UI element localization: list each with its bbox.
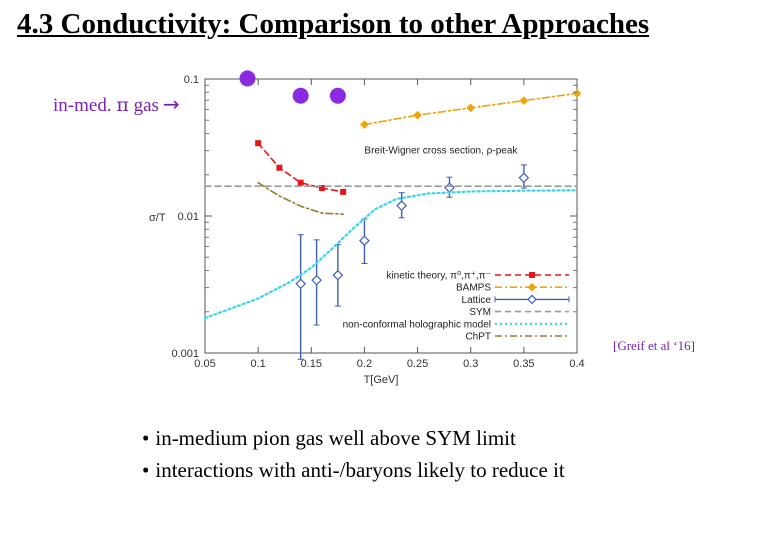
inmed-pion-gas-point <box>330 88 346 104</box>
kinetic-theory-point <box>340 189 346 195</box>
series-bamps <box>361 90 581 128</box>
chart-annotation: Breit-Wigner cross section, ρ-peak <box>364 146 518 157</box>
bamps-point <box>574 90 581 97</box>
inmed-pion-gas-point <box>293 88 309 104</box>
legend-label: non-conformal holographic model <box>343 319 491 330</box>
legend-entry: BAMPS <box>456 283 569 294</box>
inmed-label-text: in-med. <box>53 95 116 116</box>
inmed-pion-gas-point <box>240 70 256 86</box>
x-tick-label: 0.3 <box>463 358 478 370</box>
legend-entry: non-conformal holographic model <box>343 319 569 330</box>
bullet-item: • in-medium pion gas well above SYM limit <box>142 426 565 451</box>
bullet-item: • interactions with anti-/baryons likely … <box>142 458 565 483</box>
y-tick-label: 0.001 <box>171 348 199 360</box>
y-tick-label: 0.1 <box>184 74 199 86</box>
bullet-icon: • <box>142 458 149 482</box>
legend-entry: kinetic theory, π⁰,π⁺,π⁻ <box>386 271 569 282</box>
legend-entry: ChPT <box>465 332 569 343</box>
legend-label: BAMPS <box>456 283 491 294</box>
kinetic-theory-point <box>276 165 282 171</box>
x-axis-label: T[GeV] <box>364 374 399 386</box>
lattice-point <box>312 276 321 285</box>
lattice-point <box>519 173 528 182</box>
bamps-point <box>520 97 527 104</box>
inmed-pion-gas-label: in-med. π gas → <box>53 92 180 117</box>
x-tick-label: 0.4 <box>569 358 584 370</box>
legend-entry: SYM <box>469 307 569 318</box>
lattice-point <box>333 271 342 280</box>
bamps-point <box>414 112 421 119</box>
lattice-point <box>360 236 369 245</box>
lattice-point <box>397 201 406 210</box>
right-arrow-icon: → <box>163 92 180 116</box>
x-tick-label: 0.35 <box>513 358 534 370</box>
lattice-point <box>296 279 305 288</box>
bullet-text: in-medium pion gas well above SYM limit <box>155 426 515 450</box>
legend-label: SYM <box>469 307 491 318</box>
bullet-icon: • <box>142 426 149 450</box>
x-tick-label: 0.1 <box>250 358 265 370</box>
bullet-text: interactions with anti-/baryons likely t… <box>155 458 564 482</box>
lattice-point <box>445 183 454 192</box>
legend-marker <box>528 295 536 303</box>
x-tick-label: 0.2 <box>357 358 372 370</box>
bullet-list: • in-medium pion gas well above SYM limit… <box>142 426 565 490</box>
legend-label: Lattice <box>462 295 492 306</box>
legend-entry: Lattice <box>462 295 569 306</box>
pi-symbol: π <box>116 94 129 116</box>
series-line <box>258 183 343 215</box>
citation: [Greif et al ‘16] <box>613 338 695 354</box>
conductivity-chart: 0.05 0.1 0.15 0.2 0.25 0.3 0.35 0.40.0010.010.1… <box>145 67 615 395</box>
legend-label: ChPT <box>465 332 491 343</box>
series-chpt <box>258 183 343 215</box>
kinetic-theory-point <box>255 140 261 146</box>
series-in-med-gas <box>240 70 346 103</box>
x-tick-label: 0.15 <box>301 358 322 370</box>
slide-title: 4.3 Conductivity: Comparison to other Ap… <box>17 8 649 41</box>
chart-panel: 0.05 0.1 0.15 0.2 0.25 0.3 0.35 0.4 0.001 0.01 0.1… <box>145 67 615 395</box>
kinetic-theory-point <box>298 180 304 186</box>
legend-marker <box>529 272 535 278</box>
inmed-gas-text: gas <box>129 95 159 116</box>
y-axis-label: σ/T <box>149 212 166 224</box>
y-tick-label: 0.01 <box>178 211 199 223</box>
bamps-point <box>467 104 474 111</box>
bamps-point <box>361 121 368 128</box>
legend-marker <box>529 284 536 291</box>
x-tick-label: 0.25 <box>407 358 428 370</box>
legend-label: kinetic theory, π⁰,π⁺,π⁻ <box>386 271 491 282</box>
